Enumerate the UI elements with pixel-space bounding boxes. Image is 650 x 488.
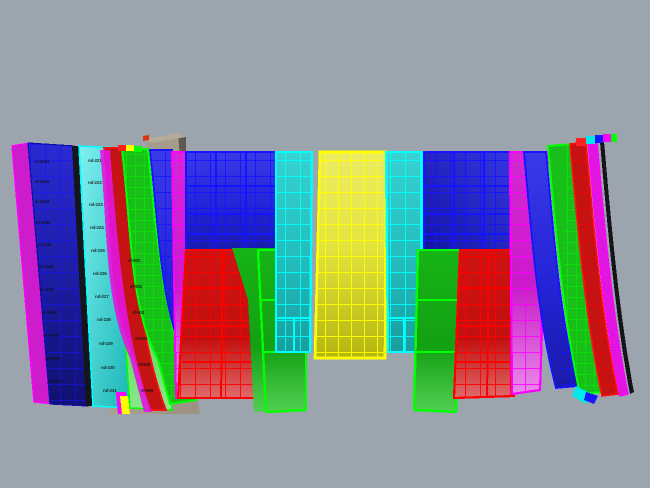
svg-text:sf-903: sf-903 — [132, 310, 145, 315]
svg-text:el-1042: el-1042 — [35, 179, 50, 184]
column-cyan-right — [384, 150, 424, 354]
right-side-face-group[interactable] — [523, 134, 634, 404]
right-face-top-caps — [576, 134, 617, 146]
left-face-gap — [72, 146, 94, 406]
svg-text:el-1043: el-1043 — [35, 199, 50, 204]
leg-green-right — [412, 248, 464, 414]
svg-text:el-1048: el-1048 — [42, 310, 57, 315]
svg-text:sf-904: sf-904 — [135, 336, 148, 341]
svg-text:el-1050: el-1050 — [46, 356, 61, 361]
left-face-magenta-sliver — [12, 143, 54, 404]
column-yellow-center — [313, 150, 388, 360]
panel-red-left — [176, 248, 262, 400]
svg-text:nd-223: nd-223 — [89, 202, 103, 207]
svg-text:sf-901: sf-901 — [128, 258, 141, 263]
svg-text:nd-226: nd-226 — [93, 271, 107, 276]
front-face-group[interactable] — [170, 150, 550, 414]
element-id-labels: el-1041 el-1042 el-1043 el-1044 el-1045 el-… — [35, 158, 154, 393]
svg-text:nd-228: nd-228 — [97, 317, 111, 322]
svg-text:nd-227: nd-227 — [95, 294, 109, 299]
svg-text:el-1051: el-1051 — [48, 379, 63, 384]
right-face-magenta-rib — [588, 141, 628, 396]
left-face-bottom-caps — [116, 392, 130, 414]
svg-text:nd-224: nd-224 — [90, 225, 104, 230]
svg-text:nd-231: nd-231 — [103, 388, 117, 393]
svg-text:sf-905: sf-905 — [138, 362, 151, 367]
svg-text:el-1041: el-1041 — [35, 159, 50, 164]
svg-text:nd-229: nd-229 — [99, 341, 113, 346]
right-face-bottom-caps — [572, 386, 598, 404]
svg-text:el-1049: el-1049 — [44, 333, 59, 338]
right-face-edge — [600, 141, 634, 394]
svg-text:nd-230: nd-230 — [101, 365, 115, 370]
svg-text:nd-222: nd-222 — [88, 180, 102, 185]
svg-text:nd-225: nd-225 — [91, 248, 105, 253]
svg-text:sf-902: sf-902 — [130, 284, 143, 289]
left-face-top-caps — [118, 145, 142, 152]
svg-text:el-1044: el-1044 — [36, 220, 51, 225]
svg-text:el-1047: el-1047 — [40, 287, 55, 292]
upper-beam-right-blue — [422, 150, 514, 252]
panel-red-right — [452, 248, 518, 400]
column-cyan-left — [274, 150, 314, 354]
svg-text:el-1045: el-1045 — [37, 242, 52, 247]
svg-text:el-1046: el-1046 — [39, 264, 54, 269]
upper-beam-left-blue — [184, 150, 282, 252]
left-face-magenta-rib — [100, 150, 152, 412]
svg-text:sf-906: sf-906 — [141, 388, 154, 393]
svg-text:nd-221: nd-221 — [88, 158, 102, 163]
